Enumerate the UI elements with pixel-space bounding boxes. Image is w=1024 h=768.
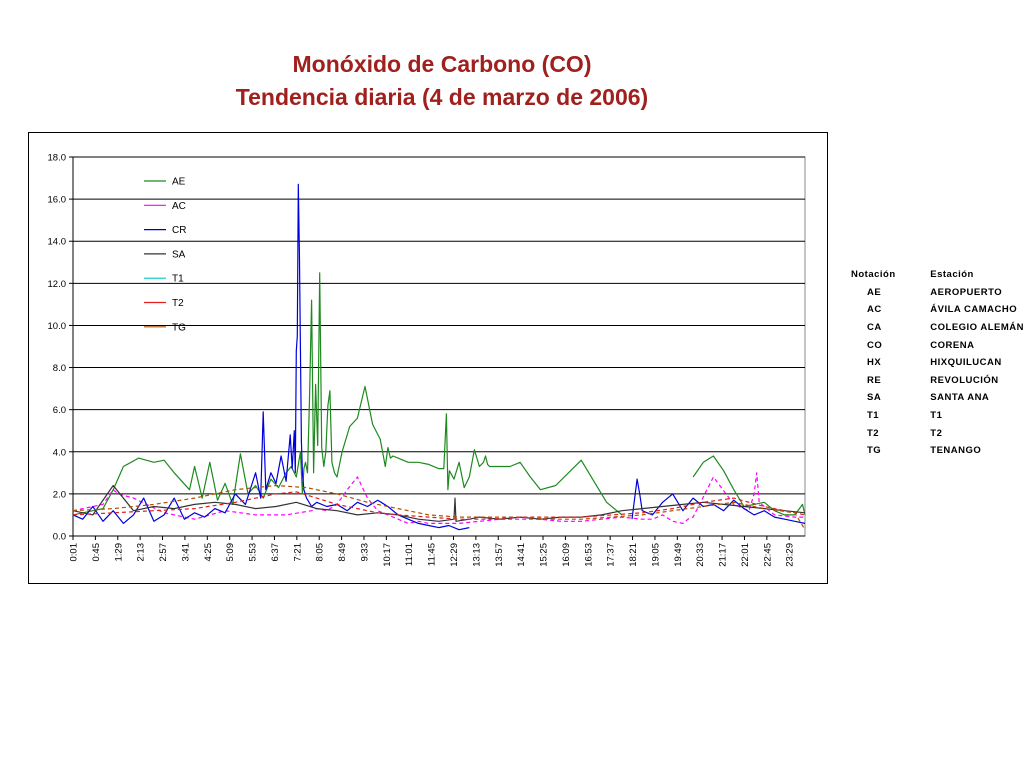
y-tick-label: 0.0: [53, 532, 66, 543]
x-tick-label: 10:17: [382, 543, 393, 567]
x-tick-label: 13:57: [494, 543, 505, 567]
plot-area: [72, 156, 806, 537]
station-code: RE: [867, 374, 882, 386]
stations-table-row: T1 T1: [847, 407, 1024, 425]
legend-label-ac: AC: [172, 201, 186, 212]
stations-table-row: T2 T2: [847, 424, 1024, 442]
x-tick-label: 16:09: [561, 543, 572, 567]
series-line-ac: [72, 472, 805, 524]
x-tick-label: 21:17: [718, 543, 729, 567]
x-tick-label: 5:09: [225, 543, 236, 562]
x-tick-label: 11:01: [404, 543, 415, 566]
y-tick-label: 8.0: [53, 363, 66, 374]
station-code: AC: [867, 304, 882, 316]
station-name: AEROPUERTO: [930, 286, 1003, 298]
station-name: COLEGIO ALEMÁN: [930, 322, 1024, 334]
y-tick-label: 4.0: [53, 447, 66, 458]
station-name: T2: [930, 427, 943, 439]
station-name: CORENA: [930, 339, 975, 351]
y-tick-label: 18.0: [48, 153, 67, 164]
station-code: CA: [867, 322, 882, 334]
station-code: TG: [867, 445, 882, 457]
station-name: HIXQUILUCAN: [930, 357, 1002, 369]
station-code: HX: [867, 357, 882, 369]
series-line-tg: [72, 484, 806, 531]
x-tick-label: 19:05: [650, 543, 661, 567]
station-code: T2: [867, 427, 880, 439]
x-tick-label: 22:45: [762, 543, 773, 567]
x-tick-label: 8:05: [315, 543, 326, 562]
station-code: SA: [867, 392, 882, 404]
station-name: T1: [930, 410, 943, 422]
x-tick-label: 11:45: [427, 543, 438, 566]
co-line-chart: 0.0 2.0 4.0 6.0 8.0 10.0 12.0 14.0 16.0 18.0 0:01 0…: [48, 153, 806, 567]
x-tick-label: 19:49: [673, 543, 684, 567]
x-tick-label: 14:41: [516, 543, 527, 567]
x-tick-label: 9:33: [359, 543, 370, 562]
y-tick-label: 14.0: [48, 237, 67, 248]
x-tick-label: 18:21: [628, 543, 639, 567]
header-station: Estación: [930, 269, 974, 281]
x-tick-label: 22:01: [740, 543, 751, 567]
legend-label-ae: AE: [172, 177, 186, 188]
series-line-sa: [72, 484, 806, 522]
x-tick-label: 0:45: [91, 543, 102, 562]
stations-table-row: CO CORENA: [847, 336, 1024, 354]
x-tick-label: 5:53: [248, 543, 259, 562]
x-tick-label: 17:37: [606, 543, 617, 567]
title-line-2: Tendencia diaria (4 de marzo de 2006): [235, 84, 649, 110]
x-tick-label: 2:57: [158, 543, 169, 562]
series-line-t2: [72, 491, 806, 520]
x-tick-label: 12:29: [449, 543, 460, 567]
legend-label-sa: SA: [172, 249, 186, 260]
legend-label-t2: T2: [172, 298, 184, 309]
stations-table-row: SA SANTA ANA: [847, 389, 1024, 407]
x-tick-label: 7:21: [292, 543, 303, 562]
station-code: CO: [867, 339, 883, 351]
x-tick-label: 20:33: [695, 543, 706, 567]
header-notation: Notación: [851, 269, 896, 281]
stations-table-row: AE AEROPUERTO: [847, 284, 1024, 302]
title-line-1: Monóxido de Carbono (CO): [292, 51, 592, 77]
series-line-cr: [72, 183, 806, 531]
y-tick-label: 16.0: [48, 195, 67, 206]
stations-table-row: AC ÁVILA CAMACHO: [847, 301, 1024, 319]
station-name: TENANGO: [930, 445, 982, 457]
y-tick-label: 2.0: [53, 489, 66, 500]
x-tick-label: 23:29: [785, 543, 796, 567]
station-code: T1: [867, 410, 880, 422]
stations-table-row: RE REVOLUCIÓN: [847, 372, 1024, 390]
x-tick-label: 4:25: [203, 543, 214, 562]
legend-label-t1: T1: [172, 274, 184, 285]
y-tick-label: 10.0: [48, 321, 67, 332]
stations-table-header: Notación Estación: [847, 266, 1024, 284]
station-name: ÁVILA CAMACHO: [930, 304, 1018, 316]
stations-table-row: TG TENANGO: [847, 442, 1024, 460]
x-tick-label: 1:29: [113, 543, 124, 562]
series-line-ae: [72, 272, 806, 516]
legend-label-cr: CR: [172, 225, 186, 236]
x-tick-label: 13:13: [471, 543, 482, 567]
x-tick-label: 6:37: [270, 543, 281, 562]
x-tick-label: 2:13: [136, 543, 147, 562]
station-name: SANTA ANA: [930, 392, 990, 404]
legend-label-tg: TG: [172, 322, 186, 333]
x-tick-label: 8:49: [337, 543, 348, 562]
x-tick-label: 16:53: [583, 543, 594, 567]
stations-table-row: HX HIXQUILUCAN: [847, 354, 1024, 372]
station-code: AE: [867, 286, 882, 298]
y-tick-label: 6.0: [53, 405, 66, 416]
page-title: Monóxido de Carbono (CO) Tendencia diari…: [0, 48, 884, 114]
station-name: REVOLUCIÓN: [930, 374, 999, 386]
x-tick-label: 3:41: [180, 543, 191, 562]
x-tick-label: 15:25: [539, 543, 550, 567]
x-tick-label: 0:01: [69, 543, 80, 562]
stations-table-row: CA COLEGIO ALEMÁN: [847, 319, 1024, 337]
stations-table: Notación Estación AE AEROPUERTO AC ÁVILA CA…: [847, 266, 1024, 460]
y-tick-label: 12.0: [48, 279, 67, 290]
